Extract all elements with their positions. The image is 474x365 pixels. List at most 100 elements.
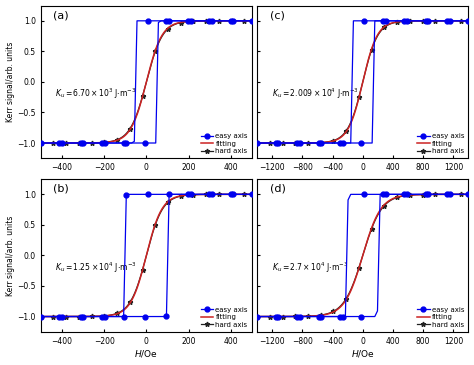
hard axis — [73, 314, 78, 319]
Line: fitting: fitting — [257, 194, 468, 316]
Text: $K_u = 1.25\times10^4$ J$\cdot$m$^{-3}$: $K_u = 1.25\times10^4$ J$\cdot$m$^{-3}$ — [55, 261, 137, 275]
easy axis — [59, 314, 65, 319]
easy axis — [276, 314, 282, 319]
hard axis — [254, 314, 260, 319]
hard axis — [249, 192, 255, 196]
fitting — [38, 141, 44, 145]
easy axis — [335, 314, 340, 319]
easy axis — [327, 314, 332, 319]
Line: easy axis: easy axis — [38, 192, 255, 319]
fitting — [289, 141, 295, 145]
easy axis — [38, 141, 44, 145]
easy axis — [335, 141, 340, 145]
easy axis — [465, 192, 471, 196]
hard axis — [339, 302, 345, 307]
fitting — [184, 193, 190, 197]
easy axis — [366, 141, 372, 145]
hard axis — [465, 192, 471, 196]
Text: (d): (d) — [270, 184, 286, 194]
hard axis — [184, 19, 190, 24]
easy axis — [276, 141, 282, 145]
Y-axis label: Kerr signal/arb. units: Kerr signal/arb. units — [6, 215, 15, 296]
easy axis — [150, 141, 156, 145]
fitting — [160, 205, 166, 210]
hard axis — [400, 19, 406, 24]
hard axis — [241, 192, 246, 196]
Line: easy axis: easy axis — [255, 18, 471, 145]
easy axis — [110, 314, 116, 319]
Text: (b): (b) — [54, 184, 69, 194]
easy axis — [121, 314, 127, 319]
fitting — [342, 132, 347, 136]
easy axis — [110, 141, 116, 145]
easy axis — [155, 314, 161, 319]
hard axis — [125, 129, 131, 134]
easy axis — [121, 141, 127, 145]
fitting — [125, 130, 131, 134]
hard axis — [249, 19, 255, 23]
hard axis — [457, 192, 463, 196]
hard axis — [38, 141, 44, 145]
fitting — [184, 19, 190, 24]
Legend: easy axis, fitting, hard axis: easy axis, fitting, hard axis — [417, 306, 465, 329]
Line: easy axis: easy axis — [38, 18, 255, 145]
easy axis — [118, 141, 124, 145]
hard axis — [376, 210, 382, 215]
hard axis — [342, 299, 347, 303]
X-axis label: $H$/Oe: $H$/Oe — [351, 349, 375, 360]
hard axis — [465, 19, 471, 23]
fitting — [400, 193, 406, 198]
easy axis — [254, 314, 260, 319]
easy axis — [372, 314, 378, 319]
hard axis — [289, 141, 295, 145]
Text: $K_u = 2.7\times10^4$ J$\cdot$m$^{-3}$: $K_u = 2.7\times10^4$ J$\cdot$m$^{-3}$ — [272, 261, 348, 275]
fitting — [254, 141, 260, 145]
easy axis — [327, 141, 332, 145]
Text: (a): (a) — [54, 10, 69, 20]
hard axis — [160, 206, 166, 211]
fitting — [457, 19, 463, 23]
fitting — [465, 19, 471, 23]
fitting — [289, 314, 295, 319]
easy axis — [337, 141, 343, 145]
hard axis — [241, 19, 246, 23]
hard axis — [289, 314, 295, 319]
fitting — [342, 300, 347, 304]
hard axis — [160, 33, 166, 37]
fitting — [38, 314, 44, 319]
fitting — [160, 32, 166, 36]
hard axis — [254, 141, 260, 145]
hard axis — [376, 31, 382, 35]
easy axis — [102, 141, 108, 145]
Text: (c): (c) — [270, 10, 285, 20]
Line: fitting: fitting — [41, 194, 252, 316]
fitting — [339, 303, 345, 307]
Y-axis label: Kerr signal/arb. units: Kerr signal/arb. units — [6, 42, 15, 122]
easy axis — [102, 314, 108, 319]
Line: hard axis: hard axis — [255, 192, 471, 319]
Legend: easy axis, fitting, hard axis: easy axis, fitting, hard axis — [200, 132, 248, 155]
fitting — [249, 19, 255, 23]
Line: hard axis: hard axis — [38, 18, 255, 145]
fitting — [241, 192, 246, 196]
hard axis — [125, 303, 131, 307]
hard axis — [342, 131, 347, 135]
Text: $K_u = 6.70\times10^3$ J$\cdot$m$^{-3}$: $K_u = 6.70\times10^3$ J$\cdot$m$^{-3}$ — [55, 87, 137, 101]
fitting — [400, 19, 406, 23]
Line: fitting: fitting — [41, 21, 252, 143]
fitting — [376, 30, 382, 34]
fitting — [376, 209, 382, 214]
Text: $K_u = 2.009\times10^4$ J$\cdot$m$^{-3}$: $K_u = 2.009\times10^4$ J$\cdot$m$^{-3}$ — [272, 87, 359, 101]
Line: fitting: fitting — [257, 21, 468, 143]
fitting — [123, 306, 128, 311]
hard axis — [339, 134, 345, 138]
fitting — [73, 141, 78, 145]
easy axis — [254, 141, 260, 145]
Line: easy axis: easy axis — [255, 192, 471, 319]
fitting — [254, 314, 260, 319]
easy axis — [249, 19, 255, 23]
fitting — [339, 134, 345, 139]
fitting — [123, 133, 128, 137]
easy axis — [59, 141, 65, 145]
fitting — [465, 192, 471, 196]
